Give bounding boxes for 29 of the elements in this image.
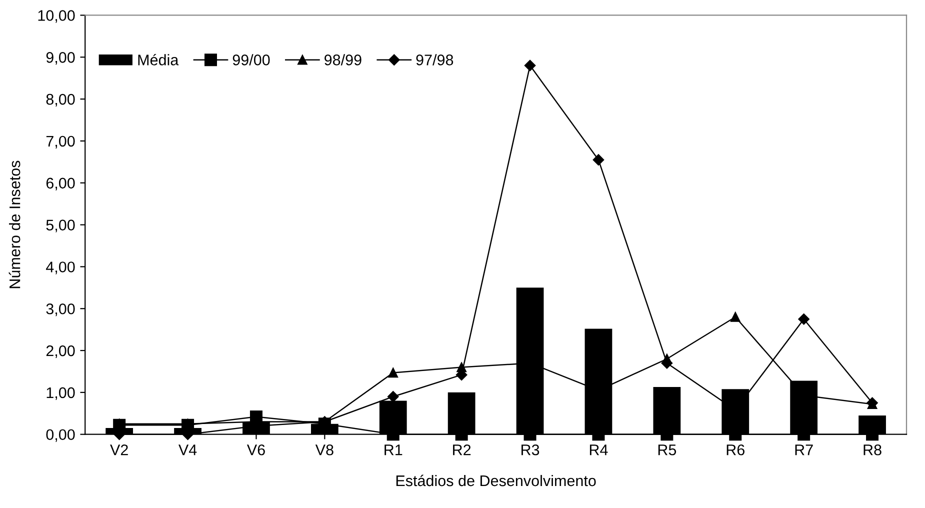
legend-label: 97/98 [416, 54, 454, 66]
x-tick-label: R1 [384, 444, 402, 456]
x-tick-label: V2 [110, 444, 128, 456]
x-tick-label: R5 [658, 444, 676, 456]
x-tick-label: R6 [726, 444, 744, 456]
y-tick-label: 9,00 [46, 52, 75, 65]
x-tick-label: R4 [590, 444, 608, 456]
y-axis-title: Número de Insetos [8, 160, 20, 288]
y-tick-label: 7,00 [46, 136, 75, 148]
x-tick-label: R7 [795, 444, 813, 456]
x-tick-label: R3 [522, 444, 540, 456]
y-tick-label: 3,00 [46, 303, 75, 316]
y-tick-label: 2,00 [46, 345, 75, 358]
y-tick-label: 5,00 [46, 220, 75, 232]
legend-label: 98/99 [324, 54, 362, 66]
y-tick-label: 4,00 [46, 262, 75, 274]
y-tick-label: 0,00 [46, 429, 75, 442]
y-tick-label: 6,00 [46, 178, 75, 190]
x-tick-label: R2 [453, 444, 471, 456]
x-tick-label: V4 [178, 444, 197, 456]
x-axis-title: Estádios de Desenvolvimento [396, 474, 596, 486]
x-tick-label: R8 [864, 444, 882, 456]
y-tick-label: 10,00 [38, 10, 75, 23]
x-tick-label: V6 [246, 444, 265, 456]
y-tick-label: 1,00 [46, 387, 75, 400]
legend-label: 99/00 [232, 54, 270, 66]
legend-label: Média [138, 54, 179, 66]
x-tick-label: V8 [315, 444, 334, 456]
y-tick-label: 8,00 [46, 94, 75, 107]
